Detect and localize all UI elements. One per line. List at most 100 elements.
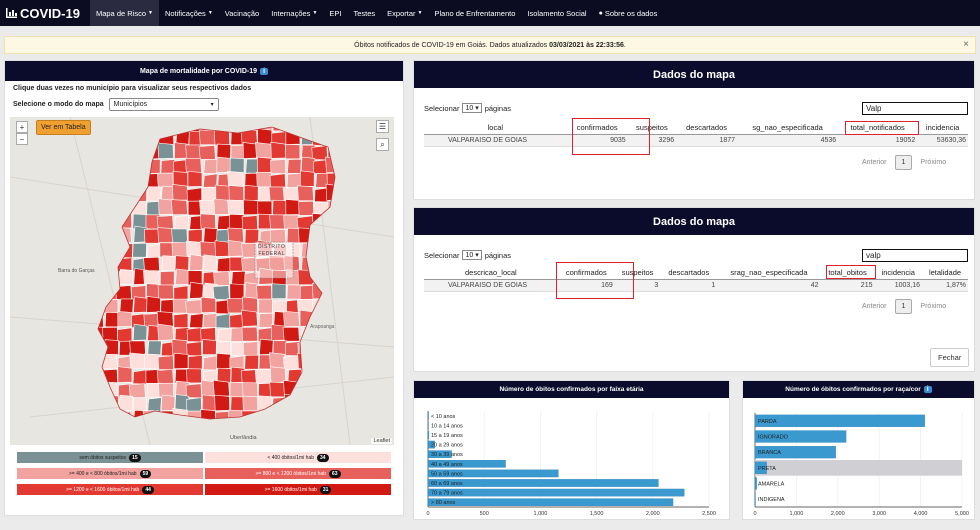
municipality[interactable]	[231, 270, 246, 286]
municipality[interactable]	[257, 395, 273, 412]
municipality[interactable]	[327, 410, 342, 425]
table1-search-input[interactable]: Valp	[862, 102, 968, 115]
municipality[interactable]	[157, 355, 174, 371]
municipality[interactable]	[271, 283, 287, 300]
column-header-suspeitos[interactable]: suspeitos	[627, 121, 677, 135]
municipality[interactable]	[258, 425, 272, 439]
column-header-sg-nao-especificada[interactable]: sg_nao_especificada	[737, 121, 839, 135]
municipality[interactable]	[116, 423, 132, 439]
municipality[interactable]	[144, 228, 160, 244]
municipality[interactable]	[156, 311, 174, 328]
municipality[interactable]	[104, 437, 118, 445]
municipality[interactable]	[201, 394, 217, 411]
municipality[interactable]	[243, 184, 259, 201]
municipality[interactable]	[131, 130, 147, 146]
legend-item-1[interactable]: < 400 óbitos/1mi hab 34	[204, 451, 392, 464]
municipality[interactable]	[256, 171, 273, 188]
municipality[interactable]	[341, 158, 356, 172]
municipality[interactable]	[342, 338, 356, 354]
leaflet-map[interactable]: + − Ver em Tabela ☰ ⌕ DISTRITO FEDERAL Ba…	[10, 117, 394, 445]
municipality[interactable]	[130, 172, 146, 188]
zoom-out-button[interactable]: −	[16, 133, 28, 145]
municipality[interactable]	[341, 216, 355, 230]
municipality[interactable]	[89, 438, 104, 445]
municipality[interactable]	[104, 159, 120, 175]
column-header-descartados[interactable]: descartados	[676, 121, 738, 135]
municipality[interactable]	[160, 299, 175, 314]
municipality[interactable]	[312, 397, 329, 413]
municipality[interactable]	[101, 369, 118, 384]
municipality[interactable]	[214, 394, 231, 411]
municipality[interactable]	[88, 425, 104, 439]
municipality[interactable]	[245, 117, 260, 132]
alert-close-button[interactable]: ×	[963, 39, 969, 50]
municipality[interactable]	[282, 186, 300, 202]
municipality[interactable]	[172, 408, 189, 424]
municipality[interactable]	[102, 326, 119, 342]
nav-item-4[interactable]: EPI	[323, 9, 347, 18]
municipality[interactable]	[226, 298, 244, 314]
municipality[interactable]	[90, 282, 105, 299]
municipality[interactable]	[132, 323, 148, 341]
municipality[interactable]	[128, 383, 146, 399]
municipality[interactable]	[301, 380, 316, 397]
map-attribution[interactable]: Leaflet	[371, 438, 392, 444]
municipality[interactable]	[147, 340, 162, 356]
municipality[interactable]	[157, 142, 174, 159]
municipality[interactable]	[286, 284, 302, 300]
table2-prev[interactable]: Anterior	[862, 303, 887, 310]
municipality[interactable]	[328, 131, 343, 147]
municipality[interactable]	[173, 313, 189, 329]
municipality[interactable]	[300, 170, 315, 187]
legend-item-4[interactable]: >= 1200 e < 1600 óbitos/1mi hab 44	[16, 483, 204, 496]
municipality[interactable]	[89, 158, 105, 174]
municipality[interactable]	[230, 341, 246, 356]
municipality[interactable]	[242, 296, 259, 313]
municipality[interactable]	[314, 437, 328, 445]
municipality[interactable]	[311, 145, 328, 161]
municipality[interactable]	[147, 397, 162, 413]
bar--80-anos[interactable]	[427, 498, 674, 506]
municipality[interactable]	[174, 255, 190, 272]
municipality[interactable]	[119, 158, 134, 174]
municipality[interactable]	[344, 312, 358, 327]
municipality[interactable]	[241, 410, 258, 425]
municipality[interactable]	[105, 228, 120, 244]
municipality[interactable]	[202, 254, 218, 271]
municipality[interactable]	[131, 117, 147, 132]
municipality[interactable]	[105, 129, 120, 146]
municipality[interactable]	[174, 423, 188, 439]
municipality[interactable]	[272, 117, 288, 132]
bar-parda[interactable]	[754, 414, 925, 427]
municipality[interactable]	[132, 396, 148, 412]
municipality[interactable]	[198, 129, 216, 146]
municipality[interactable]	[343, 243, 357, 257]
federal-district-area[interactable]	[254, 241, 294, 279]
municipality[interactable]	[173, 285, 189, 301]
municipality[interactable]	[161, 425, 175, 439]
bar-branca[interactable]	[754, 446, 836, 459]
municipality[interactable]	[117, 130, 133, 146]
municipality[interactable]	[340, 397, 356, 411]
municipality[interactable]	[172, 183, 189, 201]
municipality[interactable]	[259, 338, 274, 355]
municipality[interactable]	[202, 313, 218, 328]
municipality[interactable]	[185, 383, 202, 399]
nav-item-6[interactable]: Exportar ▼	[381, 9, 428, 18]
municipality[interactable]	[272, 440, 286, 445]
municipality[interactable]	[340, 172, 356, 187]
municipality[interactable]	[269, 228, 286, 244]
municipality[interactable]	[143, 270, 160, 286]
bar-60-a-69-anos[interactable]	[427, 479, 659, 487]
municipality[interactable]	[229, 381, 245, 398]
municipality[interactable]	[257, 156, 273, 173]
municipality[interactable]	[328, 298, 343, 314]
municipality[interactable]	[216, 143, 232, 160]
municipality[interactable]	[173, 117, 189, 132]
municipality[interactable]	[156, 172, 174, 188]
municipality[interactable]	[301, 117, 316, 132]
municipality[interactable]	[297, 185, 314, 202]
municipality[interactable]	[171, 228, 188, 244]
municipality[interactable]	[144, 437, 159, 445]
info-icon[interactable]: i	[260, 67, 269, 75]
